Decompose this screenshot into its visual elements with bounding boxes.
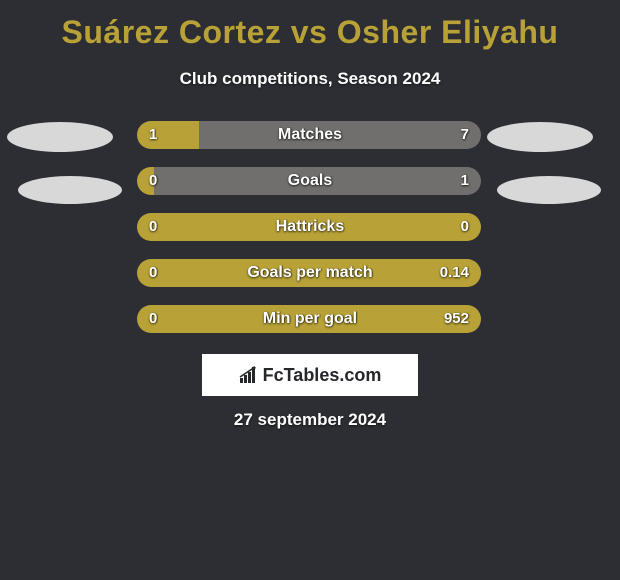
subtitle: Club competitions, Season 2024 <box>0 69 620 89</box>
stat-value-left: 0 <box>149 259 157 287</box>
stat-row: 0952Min per goal <box>0 305 620 351</box>
stat-value-right: 1 <box>461 167 469 195</box>
team-oval <box>7 122 113 152</box>
stat-bar-full <box>137 213 481 241</box>
team-oval <box>487 122 593 152</box>
stat-value-left: 0 <box>149 305 157 333</box>
stat-bar-full <box>137 305 481 333</box>
stat-value-right: 0.14 <box>440 259 469 287</box>
stat-value-left: 0 <box>149 213 157 241</box>
team-oval <box>18 176 122 204</box>
stat-bar-right <box>154 167 481 195</box>
stat-bar-right <box>199 121 481 149</box>
stat-value-right: 952 <box>444 305 469 333</box>
stat-row: 00Hattricks <box>0 213 620 259</box>
stat-value-right: 0 <box>461 213 469 241</box>
stats-container: 17Matches01Goals00Hattricks00.14Goals pe… <box>0 121 620 351</box>
page-title: Suárez Cortez vs Osher Eliyahu <box>0 0 620 51</box>
stat-bar-full <box>137 259 481 287</box>
brand-text: FcTables.com <box>263 365 382 386</box>
stat-value-right: 7 <box>461 121 469 149</box>
brand-box[interactable]: FcTables.com <box>202 354 418 396</box>
stat-row: 00.14Goals per match <box>0 259 620 305</box>
stat-value-left: 0 <box>149 167 157 195</box>
bar-chart-icon <box>239 366 259 384</box>
stat-bar-left <box>137 121 199 149</box>
stat-value-left: 1 <box>149 121 157 149</box>
date-label: 27 september 2024 <box>0 410 620 430</box>
brand-label: FcTables.com <box>239 365 382 386</box>
team-oval <box>497 176 601 204</box>
